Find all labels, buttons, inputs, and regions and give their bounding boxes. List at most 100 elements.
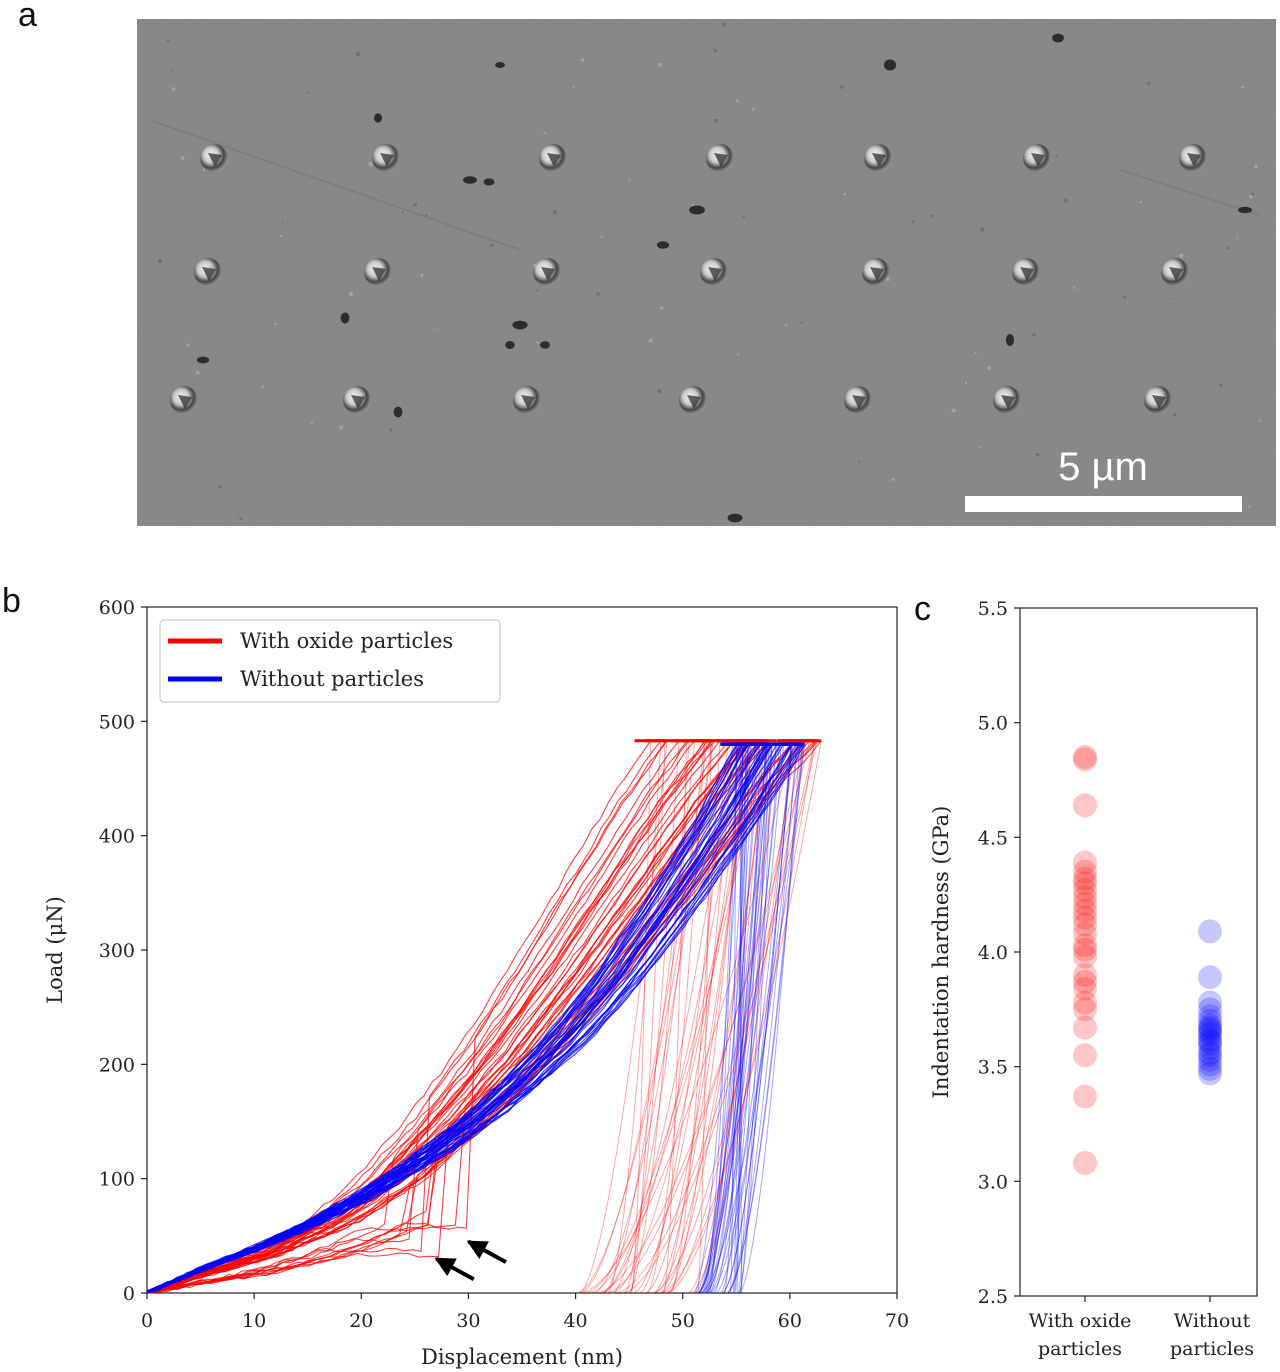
hardness-point — [1198, 1056, 1222, 1081]
indent-mark — [700, 258, 728, 286]
unloading-curve — [710, 744, 799, 1294]
panel-letter-a: a — [18, 0, 37, 34]
legend-label-with-oxide: With oxide particles — [240, 629, 453, 653]
unloading-curve — [606, 740, 806, 1294]
unloading-curve — [700, 744, 805, 1294]
pop-in-arrow — [466, 1239, 507, 1264]
surface-speck — [1063, 198, 1068, 203]
unloading-curve — [590, 740, 764, 1294]
hardness-point — [1073, 937, 1097, 962]
hardness-point — [1073, 891, 1097, 916]
x-tick-label: 70 — [885, 1310, 909, 1332]
unloading-curve — [607, 740, 662, 1294]
hardness-point — [1073, 990, 1097, 1015]
indent-mark — [679, 386, 707, 414]
hardness-point — [1198, 919, 1222, 944]
unloading-curve — [653, 740, 750, 1294]
surface-speck — [839, 84, 844, 89]
x-tick-label: 40 — [563, 1310, 587, 1332]
surface-speck — [170, 69, 173, 72]
hardness-point — [1073, 859, 1097, 884]
chart-b-y-axis-label: Load (μN) — [43, 896, 67, 1004]
loading-curve — [146, 743, 741, 1293]
unloading-curve — [726, 744, 797, 1294]
chart-c-y-ticks: 2.5 3.0 3.5 4.0 4.5 5.0 5.5 — [978, 598, 1020, 1308]
loading-curve — [146, 746, 747, 1294]
hardness-point — [1198, 1031, 1222, 1056]
surface-speck — [1139, 201, 1143, 204]
unloading-curve — [693, 744, 744, 1294]
indent-mark — [864, 144, 892, 172]
loading-curve — [146, 740, 706, 1294]
surface-particle — [512, 320, 528, 330]
hardness-point — [1073, 793, 1097, 818]
unloading-curve — [706, 744, 781, 1294]
unloading-curve — [705, 744, 770, 1294]
unloading-curve — [709, 744, 764, 1294]
surface-particle — [340, 312, 350, 324]
hardness-point — [1198, 1027, 1222, 1052]
unloading-curve — [715, 744, 793, 1294]
surface-speck — [751, 107, 755, 111]
surface-speck — [784, 323, 788, 327]
surface-particle — [656, 241, 670, 249]
hardness-point — [1198, 1040, 1222, 1065]
surface-speck — [1172, 297, 1175, 300]
chart-b-x-ticks: 0 10 20 30 40 50 60 70 — [141, 1293, 909, 1332]
unloading-curve — [581, 740, 794, 1294]
indent-mark — [1012, 258, 1040, 286]
hardness-point — [1073, 898, 1097, 923]
surface-speck — [660, 306, 664, 310]
chart-b-x-axis-label: Displacement (nm) — [421, 1345, 623, 1369]
chart-b-legend: With oxide particles Without particles — [159, 619, 501, 703]
loading-curve — [146, 743, 793, 1292]
surface-speck — [533, 263, 537, 267]
surface-speck — [658, 62, 662, 67]
indent-mark — [533, 258, 561, 286]
unloading-curve — [698, 740, 764, 1294]
unloading-curve — [667, 740, 747, 1294]
hardness-point — [1073, 969, 1097, 994]
surface-speck — [490, 243, 494, 247]
surface-speck — [1123, 295, 1127, 299]
surface-speck — [1258, 419, 1261, 422]
scale-bar-label: 5 µm — [1058, 445, 1148, 489]
y-tick-label: 600 — [99, 597, 135, 619]
surface-particle — [393, 406, 403, 418]
legend-label-without: Without particles — [240, 667, 424, 691]
surface-speck — [735, 99, 739, 103]
unloading-curve — [738, 744, 801, 1294]
surface-speck — [274, 322, 277, 326]
hardness-point — [1073, 747, 1097, 772]
x-tick-label: 30 — [456, 1310, 480, 1332]
y-tick-label: 300 — [99, 940, 135, 962]
hardness-point — [1198, 1017, 1222, 1042]
hardness-point — [1073, 1084, 1097, 1109]
surface-speck — [362, 392, 365, 396]
hardness-point — [1073, 962, 1097, 987]
hardness-point — [1198, 1008, 1222, 1033]
unloading-curve — [661, 740, 822, 1294]
surface-speck — [413, 203, 418, 207]
y-tick-label: 5.5 — [978, 598, 1008, 620]
surface-particle — [1238, 206, 1252, 214]
surface-particle — [495, 61, 505, 69]
surface-speck — [186, 343, 190, 347]
surface-speck — [1179, 253, 1184, 258]
unloading-curve — [661, 740, 769, 1294]
surface-particle — [1052, 33, 1064, 43]
hardness-point — [1198, 1061, 1222, 1086]
surface-speck — [736, 353, 740, 356]
hardness-point — [1198, 1029, 1222, 1054]
y-tick-label: 500 — [99, 711, 135, 733]
loading-curve — [146, 740, 690, 1293]
surface-speck — [843, 192, 846, 196]
unloading-curve — [705, 744, 758, 1294]
category-label: particles — [1170, 1338, 1254, 1360]
unloading-curve — [708, 744, 739, 1294]
surface-particle — [483, 178, 495, 186]
indent-mark — [1161, 258, 1189, 286]
hardness-point — [1073, 745, 1097, 770]
surface-speck — [911, 220, 915, 224]
surface-speck — [857, 460, 861, 463]
